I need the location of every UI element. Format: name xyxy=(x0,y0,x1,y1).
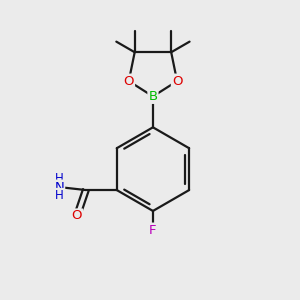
Text: O: O xyxy=(124,75,134,88)
Text: H: H xyxy=(55,172,64,185)
Text: F: F xyxy=(149,224,157,237)
Text: O: O xyxy=(172,75,182,88)
Text: N: N xyxy=(54,181,64,194)
Text: O: O xyxy=(72,209,82,223)
Text: B: B xyxy=(148,90,158,103)
Text: H: H xyxy=(55,189,64,202)
